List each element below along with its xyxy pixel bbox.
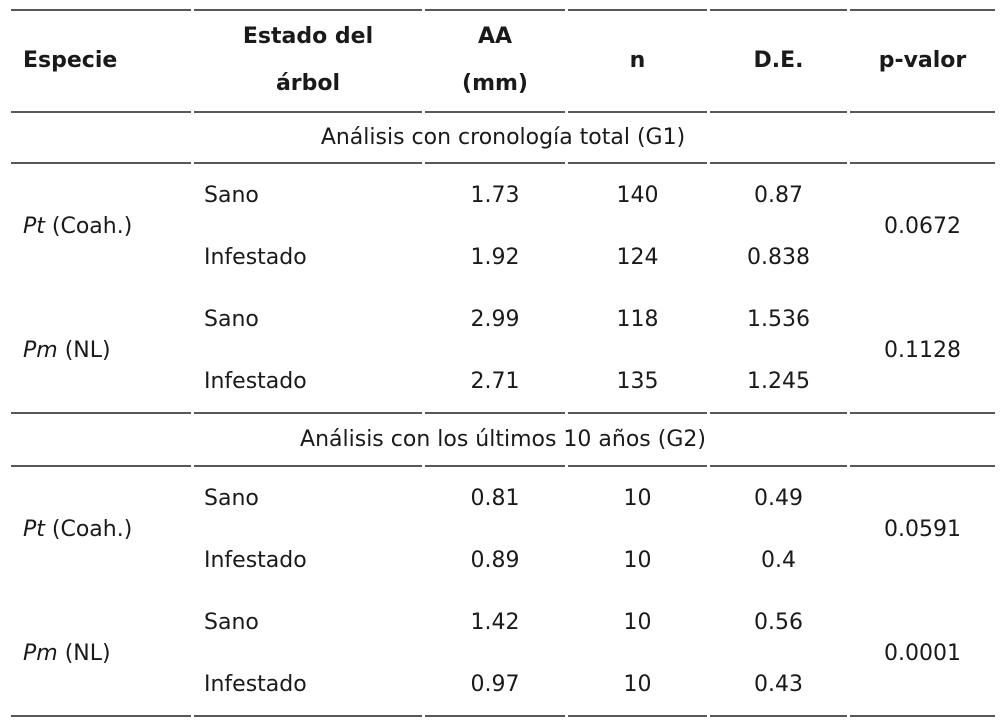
de-value: 1.536 <box>747 306 810 332</box>
species-cell: Pm (NL) <box>11 288 191 414</box>
species-region: (Coah.) <box>51 516 133 542</box>
de-value: 0.4 <box>761 547 796 573</box>
species-cell: Pm (NL) <box>11 591 191 717</box>
header-label: p-valor <box>878 47 967 73</box>
aa-value: 0.89 <box>470 547 520 573</box>
estado-cell: Infestado <box>204 547 307 573</box>
section-title: Análisis con los últimos 10 años (G2) <box>300 427 706 452</box>
n-value: 10 <box>568 653 707 717</box>
de-value: 0.43 <box>710 653 847 717</box>
de-value: 0.838 <box>747 244 810 270</box>
table-row: Infestado 1.92 124 0.838 <box>11 226 995 288</box>
p-value-cell: 0.0672 <box>850 162 995 288</box>
de-value: 0.56 <box>754 609 803 635</box>
table-row: Pm (NL) Sano 1.42 10 0.56 0.0001 <box>11 591 995 717</box>
aa-value: 2.71 <box>425 350 565 414</box>
table-header: Especie Estado del árbol AA (mm) n D.E. … <box>11 9 995 113</box>
col-header-de: D.E. <box>710 9 847 113</box>
estado-cell: Sano <box>204 306 259 332</box>
species-abbr: Pm <box>23 337 58 363</box>
species-region: (NL) <box>64 640 111 666</box>
aa-value: 1.42 <box>470 609 520 635</box>
aa-value: 0.81 <box>425 465 565 529</box>
species-abbr: Pt <box>23 213 45 239</box>
species-abbr: Pm <box>23 640 58 666</box>
col-header-n: n <box>568 9 707 113</box>
table-row: Pt (Coah.) Sano 1.73 140 0.87 0.0672 <box>11 162 995 239</box>
n-value: 124 <box>616 244 659 270</box>
header-label: árbol <box>275 71 341 96</box>
n-value: 140 <box>568 162 707 226</box>
de-value: 1.245 <box>710 350 847 414</box>
header-label: D.E. <box>753 47 804 73</box>
section-title-row-g1: Análisis con cronología total (G1) <box>11 113 995 162</box>
header-label: (mm) <box>462 71 528 96</box>
species-cell: Pt (Coah.) <box>11 465 191 591</box>
species-region: (NL) <box>64 337 111 363</box>
col-header-estado-arbol: Estado del árbol <box>194 9 422 113</box>
estado-cell: Sano <box>194 465 422 529</box>
table-row: Pm (NL) Sano 2.99 118 1.536 0.1128 <box>11 288 995 414</box>
estado-cell: Infestado <box>204 244 307 270</box>
n-value: 135 <box>568 350 707 414</box>
header-row: Especie Estado del árbol AA (mm) n D.E. … <box>11 9 995 113</box>
header-label: AA <box>477 24 513 50</box>
header-label: Especie <box>23 47 118 73</box>
statistics-table: Especie Estado del árbol AA (mm) n D.E. … <box>8 9 998 717</box>
species-cell: Pt (Coah.) <box>11 162 191 288</box>
n-value: 10 <box>623 547 652 573</box>
p-value-cell: 0.0591 <box>850 465 995 591</box>
aa-value: 0.97 <box>425 653 565 717</box>
aa-value: 1.73 <box>425 162 565 226</box>
table-row: Infestado 0.89 10 0.4 <box>11 529 995 591</box>
header-label: Estado del <box>242 24 374 50</box>
aa-value: 1.92 <box>470 244 520 270</box>
section-title-row-g2: Análisis con los últimos 10 años (G2) <box>11 414 995 465</box>
col-header-especie: Especie <box>11 9 191 113</box>
table-row: Pt (Coah.) Sano 0.81 10 0.49 0.0591 <box>11 465 995 542</box>
section-title: Análisis con cronología total (G1) <box>320 125 686 150</box>
de-value: 0.87 <box>710 162 847 226</box>
species-region: (Coah.) <box>51 213 133 239</box>
p-value-cell: 0.0001 <box>850 591 995 717</box>
estado-cell: Infestado <box>194 350 422 414</box>
col-header-aa-mm: AA (mm) <box>425 9 565 113</box>
n-value: 118 <box>616 306 659 332</box>
n-value: 10 <box>568 465 707 529</box>
col-header-p-valor: p-valor <box>850 9 995 113</box>
table-row: Infestado 2.71 135 1.245 <box>11 350 995 414</box>
n-value: 10 <box>623 609 652 635</box>
species-abbr: Pt <box>23 516 45 542</box>
estado-cell: Sano <box>204 609 259 635</box>
estado-cell: Infestado <box>194 653 422 717</box>
p-value-cell: 0.1128 <box>850 288 995 414</box>
estado-cell: Sano <box>194 162 422 226</box>
aa-value: 2.99 <box>470 306 520 332</box>
header-label: n <box>629 47 646 73</box>
table-row: Infestado 0.97 10 0.43 <box>11 653 995 717</box>
de-value: 0.49 <box>710 465 847 529</box>
